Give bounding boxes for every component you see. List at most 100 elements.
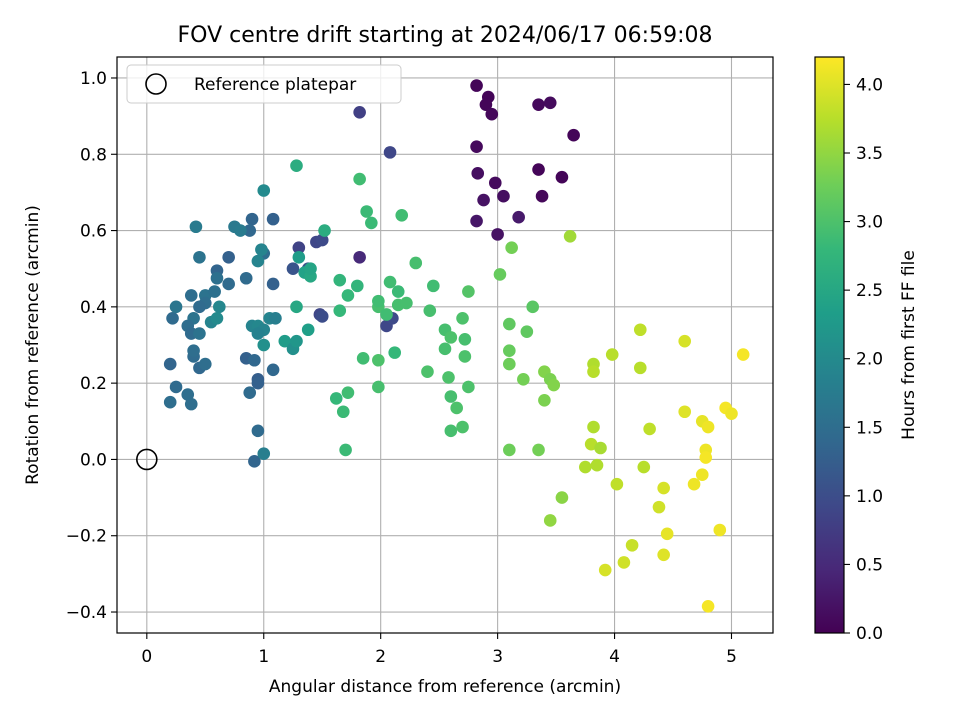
data-point	[526, 300, 540, 314]
data-point	[532, 443, 545, 457]
data-point	[290, 159, 303, 173]
data-point	[248, 455, 261, 468]
data-point	[356, 352, 370, 365]
data-point	[409, 256, 423, 270]
data-point	[189, 220, 203, 234]
data-point	[633, 361, 647, 375]
data-point	[520, 325, 534, 338]
y-axis-label: Rotation from reference (arcmin)	[23, 205, 43, 485]
y-tick-label: −0.4	[66, 603, 107, 623]
y-tick-label: 0.2	[80, 374, 107, 394]
data-point	[222, 250, 235, 264]
data-point	[251, 327, 265, 340]
data-point	[380, 308, 393, 321]
data-point	[444, 390, 458, 403]
data-point	[444, 424, 458, 438]
data-point	[257, 184, 271, 197]
data-point	[210, 271, 224, 285]
data-point	[292, 241, 306, 255]
data-point	[239, 271, 253, 285]
data-point	[290, 300, 303, 314]
y-tick-label: 0.4	[80, 298, 107, 318]
data-point	[563, 229, 577, 243]
data-point	[269, 311, 282, 325]
data-point	[695, 468, 709, 481]
data-point	[251, 424, 265, 438]
data-point	[391, 285, 405, 298]
data-point	[193, 327, 206, 340]
data-point	[657, 548, 670, 562]
data-point	[471, 167, 485, 180]
data-point	[450, 401, 463, 415]
data-point	[181, 388, 195, 401]
data-point	[187, 344, 200, 358]
data-point	[543, 514, 557, 527]
data-point	[470, 79, 483, 92]
data-point	[567, 128, 580, 142]
data-point	[395, 209, 409, 222]
colorbar-tick-label: 3.5	[856, 144, 883, 164]
y-axis-ticks: −0.4 −0.2 0.0 0.2 0.4 0.6 0.8 1.0	[66, 69, 117, 623]
data-point	[605, 348, 619, 361]
data-point	[725, 407, 738, 420]
colorbar-tick-label: 1.0	[856, 487, 883, 507]
colorbar-frame	[814, 56, 845, 634]
data-point	[266, 277, 280, 291]
data-point	[477, 193, 490, 207]
colorbar-tick-label: 2.0	[856, 350, 883, 370]
data-point	[166, 311, 179, 325]
x-axis-label: Angular distance from reference (arcmin)	[269, 677, 621, 697]
y-tick-label: 1.0	[80, 69, 107, 89]
data-point	[462, 285, 475, 298]
data-point	[169, 300, 183, 314]
data-point	[538, 394, 551, 407]
data-point	[497, 189, 510, 203]
data-point	[579, 460, 592, 474]
x-tick-label: 3	[492, 647, 503, 667]
data-point	[301, 323, 315, 337]
data-point	[555, 170, 569, 184]
data-point	[488, 176, 502, 190]
data-point	[383, 275, 397, 289]
colorbar-tick-label: 0.0	[856, 624, 883, 644]
data-point	[341, 289, 355, 302]
data-point	[493, 268, 507, 281]
data-point	[590, 458, 604, 472]
data-point	[517, 373, 530, 386]
data-point	[458, 350, 472, 363]
points-layer	[163, 79, 750, 613]
data-point	[163, 395, 177, 409]
data-point	[243, 224, 257, 237]
data-point	[372, 353, 385, 367]
data-point	[491, 228, 504, 241]
data-point	[251, 254, 265, 268]
data-point	[315, 310, 329, 323]
data-point	[701, 599, 715, 613]
x-axis-ticks: 0 1 2 3 4 5	[141, 633, 737, 667]
chart-title: FOV centre drift starting at 2024/06/17 …	[178, 23, 713, 48]
data-point	[458, 332, 472, 346]
legend-entry-label: Reference platepar	[194, 75, 356, 95]
data-point	[657, 481, 670, 495]
data-point	[213, 300, 226, 314]
data-point	[333, 304, 347, 317]
data-point	[353, 250, 366, 264]
data-point	[503, 443, 516, 457]
legend-open-circle-icon	[145, 73, 167, 95]
data-point	[587, 420, 600, 434]
data-point	[372, 380, 385, 394]
x-tick-label: 1	[258, 647, 269, 667]
reference-platepar-marker	[136, 448, 158, 471]
data-point	[687, 477, 701, 491]
data-point	[535, 189, 549, 203]
data-point	[598, 563, 612, 577]
data-point	[353, 172, 366, 186]
data-point	[341, 386, 355, 399]
data-point	[505, 241, 518, 255]
data-point	[266, 363, 280, 377]
data-point	[427, 279, 440, 293]
x-tick-label: 2	[375, 647, 386, 667]
data-point	[444, 331, 458, 344]
